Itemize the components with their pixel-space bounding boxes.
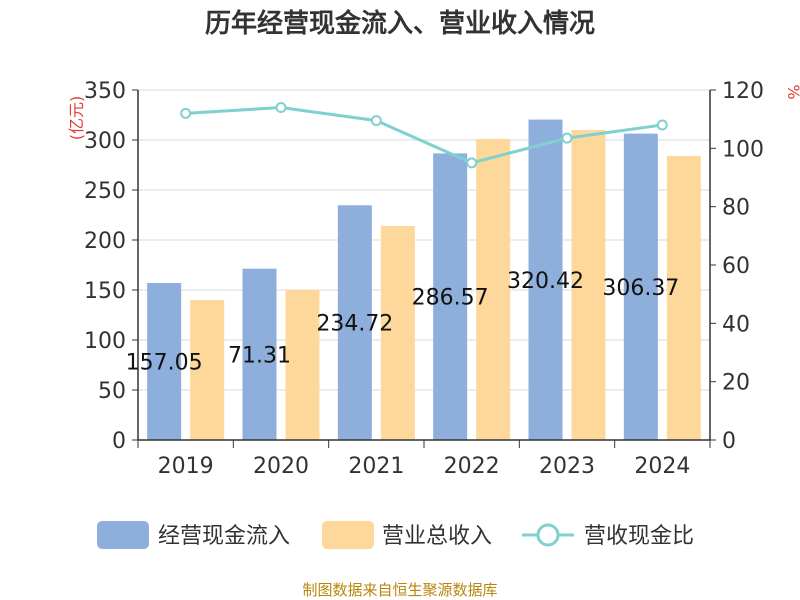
- source-note: 制图数据来自恒生聚源数据库: [302, 581, 497, 599]
- cash-inflow-value-label: 71.31: [228, 343, 291, 368]
- left-tick-label: 0: [112, 429, 126, 454]
- bar-cash-inflow: [337, 205, 372, 440]
- axes-group: 0 50 100 150 200 250 300 350 0 20 40 60 80 100 120 2019…: [84, 79, 764, 479]
- bar-revenue: [666, 156, 701, 440]
- x-tick-label: 2022: [444, 454, 500, 479]
- ratio-point: [275, 102, 287, 113]
- ratio-point: [466, 157, 478, 169]
- bar-cash-inflow: [242, 268, 277, 440]
- left-tick-label: 100: [84, 329, 126, 354]
- bar-revenue: [285, 290, 320, 440]
- cash-inflow-value-label: 157.05: [126, 350, 203, 375]
- bar-revenue: [190, 300, 225, 440]
- ratio-point: [370, 115, 382, 127]
- chart-title: 历年经营现金流入、营业收入情况: [205, 8, 595, 39]
- right-tick-label: 80: [722, 196, 750, 221]
- legend-label-cash-inflow: 经营现金流入: [158, 524, 290, 549]
- right-tick-label: 20: [722, 371, 750, 396]
- bar-cash-inflow: [528, 119, 563, 440]
- ratio-point: [561, 132, 573, 144]
- x-tick-label: 2019: [158, 454, 214, 479]
- bar-cash-inflow: [433, 153, 468, 440]
- left-tick-label: 50: [98, 379, 126, 404]
- x-tick-label: 2021: [348, 454, 404, 479]
- bars-group: [147, 119, 701, 440]
- left-tick-label: 350: [84, 79, 126, 104]
- legend-label-revenue: 营业总收入: [382, 524, 492, 549]
- x-tick-label: 2023: [539, 454, 595, 479]
- right-tick-label: 60: [722, 254, 750, 279]
- bar-revenue: [476, 139, 511, 440]
- cash-inflow-value-label: 320.42: [507, 269, 584, 294]
- right-tick-label: 120: [722, 79, 764, 104]
- right-tick-label: 0: [722, 429, 736, 454]
- ratio-point: [656, 119, 668, 131]
- legend-label-ratio: 营收现金比: [584, 524, 694, 549]
- ratio-line-group: [180, 102, 668, 169]
- left-tick-label: 200: [84, 229, 126, 254]
- cash-inflow-value-label: 234.72: [316, 312, 393, 337]
- bar-revenue: [571, 130, 606, 440]
- left-tick-label: 150: [84, 279, 126, 304]
- bar-cash-inflow: [147, 282, 182, 440]
- legend-swatch-revenue: [322, 521, 374, 549]
- right-axis-unit: %: [784, 84, 800, 99]
- x-tick-label: 2020: [253, 454, 309, 479]
- cash-inflow-value-label: 306.37: [602, 276, 679, 301]
- value-labels-group: 157.05 71.31 234.72 286.57 320.42 306.37: [126, 269, 680, 376]
- cash-inflow-value-label: 286.57: [412, 286, 489, 311]
- bar-revenue: [380, 226, 415, 440]
- bar-cash-inflow: [623, 133, 658, 440]
- ratio-point: [180, 107, 192, 119]
- ratio-line: [185, 105, 663, 165]
- left-axis-unit: (亿元): [67, 96, 86, 141]
- legend-swatch-cash-inflow: [97, 521, 149, 549]
- left-tick-label: 300: [84, 129, 126, 154]
- right-tick-label: 40: [722, 312, 750, 337]
- right-tick-label: 100: [722, 137, 764, 162]
- legend-marker-ratio: [536, 523, 560, 547]
- left-tick-label: 250: [84, 179, 126, 204]
- legend: 经营现金流入 营业总收入 营收现金比: [97, 521, 694, 549]
- x-tick-label: 2024: [634, 454, 690, 479]
